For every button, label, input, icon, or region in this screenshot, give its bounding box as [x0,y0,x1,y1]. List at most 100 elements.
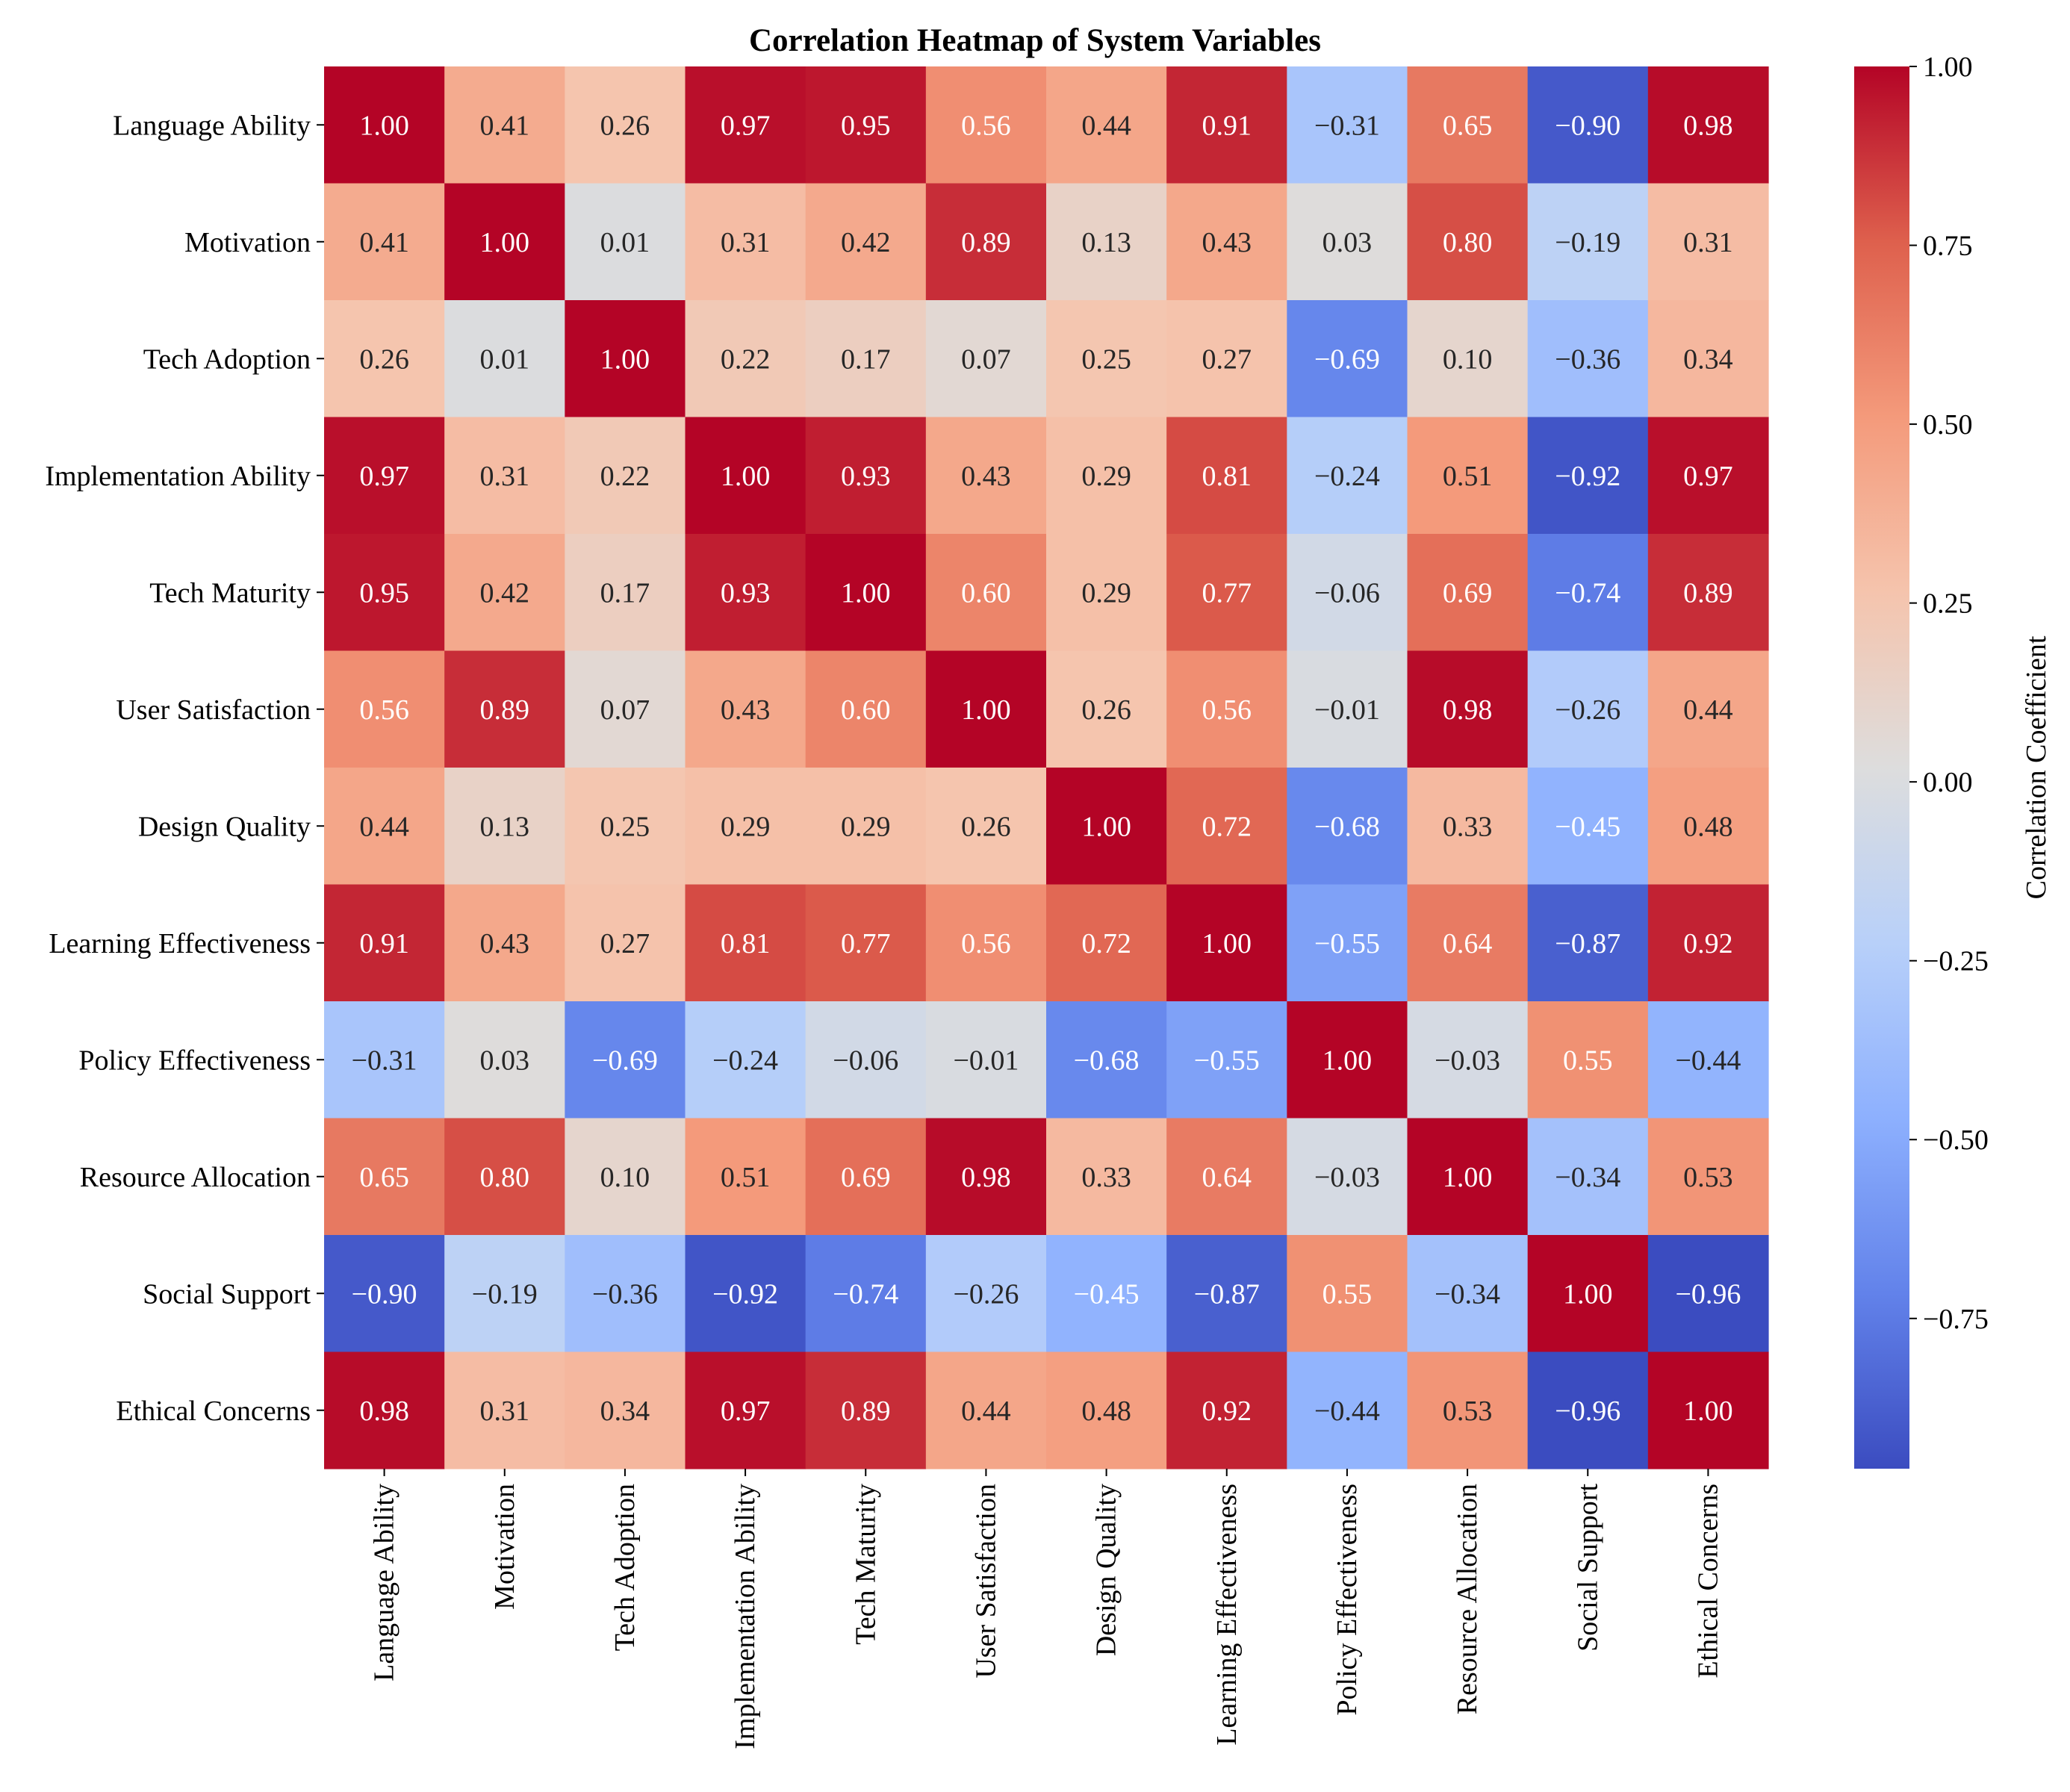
cell-value-label: −0.03 [1314,1162,1380,1193]
cell-value-label: −0.44 [1314,1396,1380,1427]
heatmap-cell [1407,66,1529,184]
heatmap-cell [685,884,806,1002]
y-tick-label-tech-adoption: Tech Adoption [143,343,311,375]
cell-value-label: 1.00 [1683,1396,1733,1427]
heatmap-cell [324,1001,445,1119]
cell-value-label: −0.90 [352,1278,417,1310]
heatmap-cell [444,66,565,184]
heatmap-cell [1647,884,1769,1002]
heatmap-cell [685,1118,806,1236]
x-tick-label-language-ability: Language Ability [369,1484,400,1681]
heatmap-cell [1166,183,1287,301]
cell-value-label: 0.98 [1683,110,1733,141]
cell-value-label: −0.92 [712,1278,778,1310]
cell-value-label: −0.44 [1675,1045,1741,1076]
heatmap-cell [805,66,927,184]
heatmap-cell [1527,884,1649,1002]
cell-value-label: −0.45 [1555,811,1620,842]
cell-value-label: 0.55 [1322,1278,1373,1310]
colorbar-tick-label: 1.00 [1923,52,1973,83]
heatmap-cell [1647,1001,1769,1119]
x-tick-label-design-quality: Design Quality [1091,1484,1122,1656]
heatmap-cell [324,300,445,418]
cell-value-label: −0.55 [1314,928,1380,959]
cell-value-label: 0.17 [841,343,891,375]
heatmap-cell [1647,66,1769,184]
heatmap-cell [925,1351,1047,1469]
heatmap-cell [565,1001,686,1119]
heatmap-cell [1287,650,1408,768]
heatmap-cell [1046,1001,1167,1119]
cell-value-label: 0.65 [1443,110,1493,141]
heatmap-cell [925,417,1047,535]
heatmap-cell [925,768,1047,886]
heatmap-cell [805,534,927,652]
heatmap-cell [1527,183,1649,301]
colorbar-tick-label: 0.00 [1923,767,1973,798]
heatmap-cell [925,534,1047,652]
cell-value-label: 0.26 [600,110,650,141]
heatmap-cell [324,1118,445,1236]
heatmap-cell [925,884,1047,1002]
cell-value-label: 1.00 [480,227,530,258]
cell-value-label: 0.31 [721,227,771,258]
heatmap-cell [1046,534,1167,652]
cell-value-label: 0.41 [359,227,409,258]
cell-value-label: 0.72 [1081,928,1131,959]
heatmap-cell [1046,417,1167,535]
cell-value-label: 0.01 [480,343,530,375]
x-tick-label-social-support: Social Support [1572,1484,1603,1652]
heatmap-cell [1647,300,1769,418]
heatmap-cell [1407,1001,1529,1119]
heatmap-cell-labels: 1.00 0.41 0.26 0.97 0.95 0.56 0.44 0.91 −0.31 0.6… [352,110,1741,1427]
heatmap-cell [1287,534,1408,652]
heatmap-cell [1166,534,1287,652]
cell-value-label: −0.34 [1555,1162,1620,1193]
colorbar-tick-label: 0.25 [1923,588,1973,620]
heatmap-cell [1046,1351,1167,1469]
cell-value-label: 1.00 [1202,928,1252,959]
cell-value-label: 0.91 [1202,110,1252,141]
y-tick-label-motivation: Motivation [184,227,311,258]
cell-value-label: 0.29 [721,811,771,842]
cell-value-label: 0.97 [721,110,771,141]
cell-value-label: −0.96 [1675,1278,1741,1310]
heatmap-cell [565,417,686,535]
cell-value-label: 0.07 [961,343,1011,375]
cell-value-label: −0.69 [1314,343,1380,375]
cell-value-label: 1.00 [841,577,891,609]
heatmap-cell [324,66,445,184]
heatmap-cell [1407,300,1529,418]
cell-value-label: −0.36 [592,1278,658,1310]
cell-value-label: 0.80 [480,1162,530,1193]
heatmap-cell [805,417,927,535]
cell-value-label: 0.13 [1081,227,1131,258]
y-tick-label-tech-maturity: Tech Maturity [149,577,311,609]
heatmap-cells [324,66,1769,1469]
heatmap-cell [805,1351,927,1469]
cell-value-label: 0.43 [480,928,530,959]
heatmap-cell [925,183,1047,301]
cell-value-label: 0.56 [359,694,409,726]
cell-value-label: 1.00 [1563,1278,1613,1310]
heatmap-cell [805,1001,927,1119]
heatmap-cell [685,417,806,535]
colorbar: 1.00 0.75 0.50 0.25 0.00 −0.25 −0.50 −0.75 Corre… [1854,52,2052,1469]
cell-value-label: 0.44 [961,1396,1011,1427]
heatmap-cell [324,534,445,652]
heatmap-cell [685,1235,806,1353]
cell-value-label: −0.06 [833,1045,898,1076]
heatmap-cell [1166,1235,1287,1353]
heatmap-cell [565,884,686,1002]
heatmap-cell [1287,66,1408,184]
heatmap-cell [324,1235,445,1353]
cell-value-label: −0.90 [1555,110,1620,141]
cell-value-label: 0.03 [480,1045,530,1076]
heatmap-cell [1287,1235,1408,1353]
cell-value-label: 0.43 [961,461,1011,492]
cell-value-label: 1.00 [1081,811,1131,842]
colorbar-label: Correlation Coefficient [2021,635,2052,899]
cell-value-label: −0.36 [1555,343,1620,375]
cell-value-label: 0.29 [1081,577,1131,609]
x-tick-label-user-satisfaction: User Satisfaction [970,1484,1001,1679]
